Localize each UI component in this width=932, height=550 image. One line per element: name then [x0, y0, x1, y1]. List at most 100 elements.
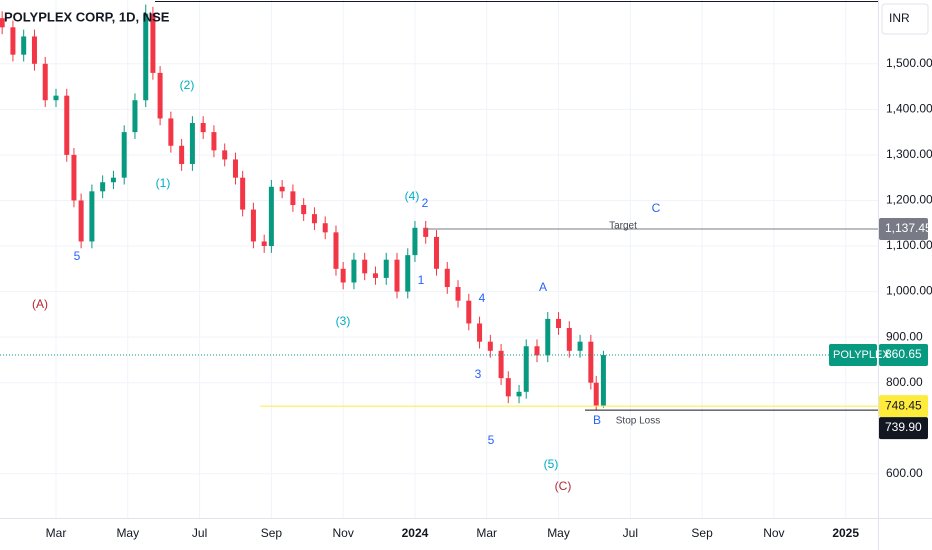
y-tick-label: 1,400.00 — [886, 102, 932, 116]
candle-body — [577, 341, 583, 351]
annotation: 4 — [479, 291, 486, 305]
price-label-box — [879, 217, 928, 240]
candle-body — [340, 268, 346, 283]
currency[interactable]: INR — [889, 11, 910, 25]
price-label: 860.65 — [885, 347, 922, 361]
annotation: 5 — [74, 249, 81, 263]
annotation: (3) — [336, 314, 351, 328]
candle-body — [64, 95, 70, 155]
candle-body — [89, 191, 95, 242]
annotation: (1) — [156, 176, 171, 190]
annotation: (C) — [555, 479, 572, 493]
y-tick-label: 1,000.00 — [886, 284, 932, 298]
candle-body — [279, 186, 285, 192]
x-tick-label: 2024 — [402, 526, 429, 540]
symbol-label: POLYPLEX — [833, 349, 890, 361]
y-tick-label: 900.00 — [886, 329, 923, 343]
candle-body — [405, 255, 411, 292]
candle-body — [53, 95, 59, 101]
annotation: A — [539, 280, 547, 294]
candle-body — [222, 150, 228, 160]
x-tick-label: 2025 — [832, 526, 859, 540]
candle-body — [240, 177, 246, 210]
candle-body — [600, 355, 606, 406]
annotation: (2) — [180, 78, 195, 92]
candle-body — [383, 259, 389, 278]
price-label-box — [879, 395, 928, 418]
x-tick-label: Jul — [192, 526, 207, 540]
y-tick-label: 800.00 — [886, 375, 923, 389]
annotation: (A) — [32, 297, 48, 311]
candle-body — [362, 259, 368, 274]
x-tick-label: Mar — [476, 526, 497, 540]
candle-body — [21, 36, 27, 55]
annotation: C — [652, 201, 661, 215]
x-tick-label: Jul — [623, 526, 638, 540]
candle-body — [477, 323, 483, 342]
candle-body — [168, 118, 174, 146]
candle-body — [179, 145, 185, 165]
x-tick-label: Sep — [691, 526, 713, 540]
y-tick-label: 600.00 — [886, 466, 923, 480]
candle-body — [268, 186, 274, 247]
candle-body — [132, 100, 138, 133]
x-tick-label: Sep — [261, 526, 283, 540]
candle-body — [121, 132, 127, 178]
y-tick-label: 1,100.00 — [886, 238, 932, 252]
candle-body — [487, 341, 493, 351]
candle-body — [42, 63, 48, 101]
candle-body — [157, 72, 163, 119]
price-label-box — [879, 344, 928, 367]
x-tick-label: May — [116, 526, 139, 540]
x-tick-label: Mar — [46, 526, 67, 540]
candle-body — [31, 36, 37, 64]
annotation: 2 — [422, 196, 429, 210]
candle-body — [556, 318, 562, 329]
price-label-box — [879, 417, 928, 440]
annotation: B — [593, 413, 601, 427]
candle-body — [588, 341, 594, 383]
candle-body — [351, 259, 357, 283]
candle-body — [593, 382, 599, 406]
currency-box[interactable] — [881, 3, 929, 35]
candle-body — [433, 236, 439, 269]
candle-body — [143, 13, 149, 101]
annotation: (5) — [544, 457, 559, 471]
candle-body — [466, 300, 472, 324]
y-tick-label: 1,500.00 — [886, 56, 932, 70]
candle-body — [78, 200, 84, 242]
annotation: 3 — [475, 367, 482, 381]
candle-body — [250, 209, 256, 242]
candle-body — [505, 378, 511, 397]
annotation: (4) — [405, 189, 420, 203]
annotation: Stop Loss — [616, 416, 660, 427]
candle-body — [455, 287, 461, 301]
price-label: 739.90 — [885, 420, 922, 434]
candle-body — [394, 259, 400, 292]
candle-body — [10, 27, 16, 55]
y-tick-label: 1,300.00 — [886, 147, 932, 161]
candle-body — [290, 191, 296, 206]
candle-body — [71, 154, 77, 201]
chart-title: POLYPLEX CORP, 1D, NSE — [4, 9, 170, 24]
candle-body — [545, 318, 551, 356]
annotation: Target — [609, 221, 637, 232]
candle-body — [232, 159, 238, 178]
candle-body — [523, 346, 529, 392]
candle-body — [211, 132, 217, 151]
candle-body — [534, 346, 540, 356]
candle-body — [516, 391, 522, 397]
candle-body — [100, 182, 106, 192]
x-tick-label: May — [547, 526, 570, 540]
candle-body — [150, 13, 156, 73]
symbol-label-box — [829, 344, 877, 367]
x-tick-label: Nov — [763, 526, 784, 540]
candle-body — [412, 227, 418, 256]
candle-body — [311, 214, 317, 224]
candle-body — [498, 350, 504, 379]
candle-body — [566, 328, 572, 351]
price-label: 748.45 — [885, 398, 922, 412]
candle-body — [200, 123, 206, 133]
